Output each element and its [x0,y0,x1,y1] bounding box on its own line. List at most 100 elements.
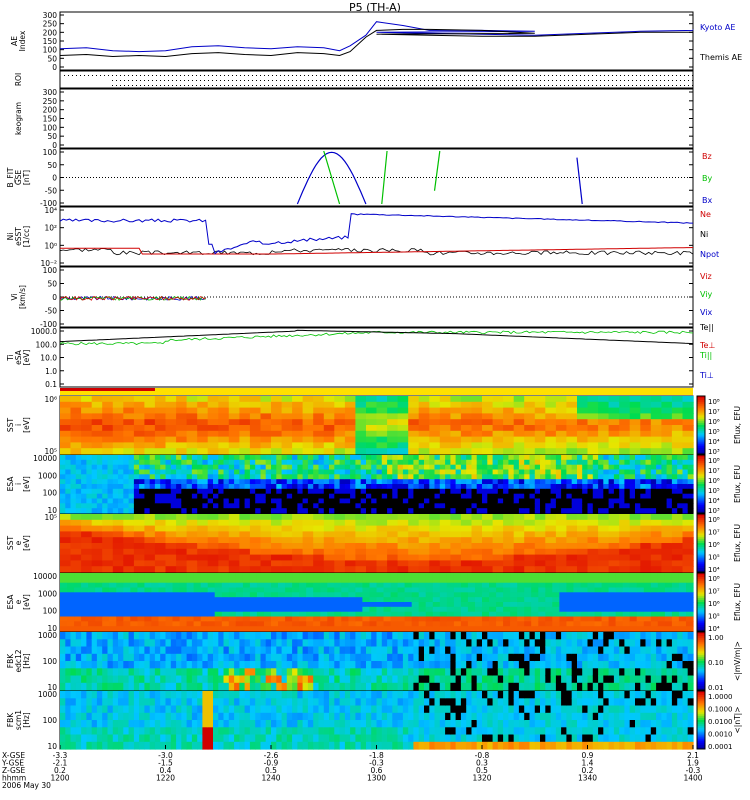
fbk_e-cell [249,632,256,640]
sst_e-cell [81,543,93,550]
sst_e-cell [260,537,272,544]
sst_e-cell [281,566,293,573]
esa_e-cell [411,592,420,598]
fbk_e-cell [186,682,193,691]
esa_i-cell [629,503,636,509]
sst_i-cell [387,425,399,432]
esa_i-cell [255,469,262,475]
esa_e-cell [545,616,553,622]
sst_i-cell [376,442,388,449]
sst_i-cell [197,401,209,409]
sst_i-cell [608,430,620,438]
sst_e-cell [650,554,662,561]
sst_e-ytick-label: 10⁵ [44,513,57,522]
esa_i-cell [228,455,235,461]
roi-dot [460,85,461,86]
sst_i-cell [640,396,652,403]
fbk_e-cell [302,661,309,669]
sst_i-cell [482,425,494,432]
esa_e-cell [650,626,659,632]
sst_e-cell [397,548,409,556]
sst_i-cell [439,413,451,420]
sst_e-cell [60,560,72,567]
esa_e-cell [137,587,145,593]
esa_i-cell [255,479,262,485]
esa_i-cell [191,469,198,475]
velocity-ytick-label: 50 [47,280,57,289]
sst_e-cell [619,537,631,544]
esa_i-cell [381,498,388,504]
sst_e-cell [429,554,441,561]
esa_i-cell [223,488,230,495]
sst_e-cell [682,554,694,561]
esa_i-cell [524,474,531,480]
esa_i-cell [666,488,673,495]
esa_i-cell [487,498,494,504]
esa_i-cell [534,484,541,490]
esa_i-cell [160,498,167,504]
fbk_e-cell [118,632,124,640]
esa_i-cell [339,479,346,485]
sst_e-cell [102,525,114,532]
fbk_e-cell [197,682,204,691]
fbk_e-cell [213,682,219,691]
esa_e-cell [130,606,138,613]
sst_e-cell [671,566,684,573]
esa_i-cell [392,503,399,509]
fbk_e-cell [102,668,109,677]
esa_e-cell [313,582,321,589]
esa_i-cell [592,464,599,471]
esa_e-cell [629,606,638,613]
esa_e-cell [615,577,624,584]
esa_i-cell [181,488,188,495]
esa_e-cells [60,573,694,632]
esa_e-cell [214,606,223,613]
esa_i-cell [540,479,546,485]
esa_e-cell [228,592,237,598]
sst_e-cell [450,548,462,556]
esa_e-cell [228,573,237,579]
esa_e-cell [60,602,68,608]
esa_i-cell [508,484,515,490]
roi-dot [200,75,201,76]
fbk_e-cell [292,632,298,640]
esa_i-cell [492,484,499,490]
sst_e-cell [144,525,156,532]
esa_i-cell [445,474,451,480]
sst_e-cell [260,514,272,521]
esa_i-cell [144,455,151,461]
esa_e-cell [573,577,581,584]
esa_e-cell [524,606,532,613]
esa_e-cell [348,621,356,627]
esa_e-cell [531,597,539,603]
esa_i-cell [376,493,383,500]
esa_i-cell [619,469,626,475]
fbk_e-cell [344,675,351,684]
esa_i-cell [65,488,72,495]
esa_i-cell [297,459,304,466]
esa_i-cell [371,493,378,500]
esa_e-cell [67,592,75,598]
fbk_e-cell [81,661,87,669]
esa_e-cell [278,582,286,589]
esa_e-cell [67,582,75,589]
fbk_e-cell [86,639,93,648]
esa_e-cell [285,602,293,608]
esa_i-cell [513,464,520,471]
roi-dot [312,80,313,81]
sst_i-cell [629,448,641,455]
fbk_e-cell [234,661,240,669]
esa_i-cell [640,508,647,514]
sst_i-cell [355,413,367,420]
esa_i-cell [577,474,583,480]
esa_e-cell [545,573,553,579]
esa_i-cell [249,484,256,490]
fbk_e-cell [249,682,256,691]
esa_e-cell [74,573,82,579]
esa_e-cell [482,597,490,603]
sst_e-cell [482,566,494,573]
esa_i-cell [397,479,404,485]
sst_i-cell [460,407,473,414]
fbk_e-cell [86,646,93,655]
esa_i-cell [276,459,283,466]
